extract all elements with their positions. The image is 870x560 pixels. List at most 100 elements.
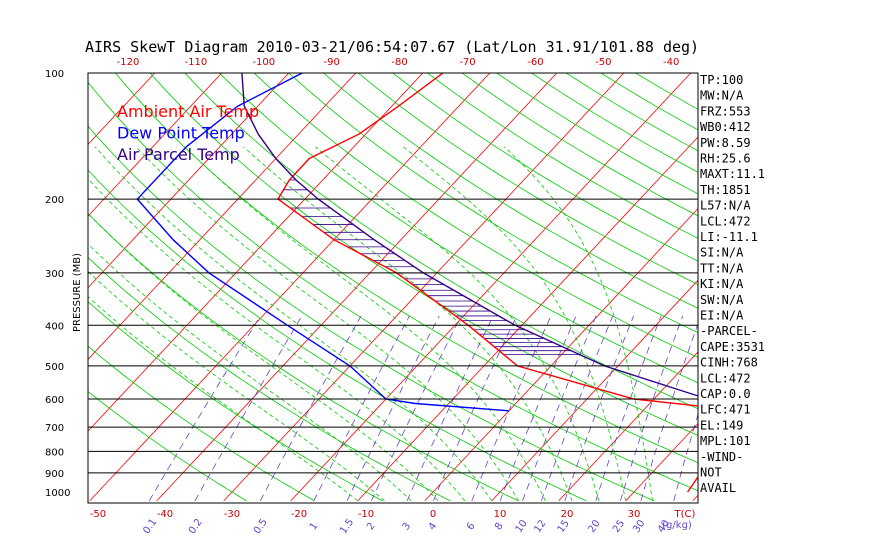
mixing-ratio-tick: 6 <box>465 521 478 533</box>
sidebar-index: MW:N/A <box>700 89 744 103</box>
mixing-ratio-tick: 2 <box>365 521 378 533</box>
dry-adiabat-line <box>392 73 698 262</box>
temp-unit-label: T(C) <box>674 509 696 520</box>
mixing-ratio-line <box>148 315 261 502</box>
bottom-temp-tick: 30 <box>628 509 641 520</box>
pressure-tick-label: 100 <box>45 69 64 80</box>
sidebar-index: LFC:471 <box>700 403 751 417</box>
top-temp-tick: -100 <box>252 57 275 68</box>
isotherm-line <box>88 73 156 145</box>
mixing-ratio-tick: 1.5 <box>338 517 356 536</box>
isotherm-line <box>0 54 39 501</box>
sidebar-index: TH:1851 <box>700 183 751 197</box>
dry-adiabat-line <box>253 73 698 358</box>
bottom-temp-tick: -10 <box>358 509 374 520</box>
mixing-ratio-line <box>194 315 303 502</box>
sidebar-index: CAPE:3531 <box>700 340 765 354</box>
isotherm-line <box>88 73 290 289</box>
y-axis-label: PRESSURE (MB) <box>72 253 83 332</box>
dry-adiabat-line <box>88 256 451 502</box>
legend: Ambient Air Temp Dew Point Temp Air Parcel… <box>117 102 259 164</box>
isotherm-line <box>88 73 357 360</box>
moist-adiabat-line <box>88 243 412 502</box>
sidebar-index: LCL:472 <box>700 214 751 228</box>
series-line-air-parcel-temp <box>241 73 698 397</box>
isotherm-line <box>88 73 424 432</box>
mixing-ratio-tick: 10 <box>514 518 530 535</box>
mixing-ratio-line <box>499 315 577 502</box>
moist-adiabat-line <box>88 212 439 502</box>
pressure-tick-label: 900 <box>45 469 64 480</box>
moist-adiabat-line <box>135 146 519 502</box>
isotherm-line <box>491 279 698 502</box>
mixing-ratio-tick: 3 <box>401 521 414 533</box>
bottom-temp-tick: 0 <box>430 509 436 520</box>
dry-adiabat-line <box>357 73 698 285</box>
top-temp-tick: -60 <box>527 57 543 68</box>
mixing-ratio-line <box>522 315 597 502</box>
dry-adiabat-line <box>88 301 383 502</box>
mixing-ratio-tick: 30 <box>631 518 647 535</box>
series-line-ambient-air-temp <box>277 73 698 493</box>
dry-adiabat-line <box>322 73 698 309</box>
mixing-ratio-line <box>541 315 614 502</box>
sidebar-index: SW:N/A <box>700 293 744 307</box>
isotherm-line <box>827 54 870 501</box>
dry-adiabat-line <box>288 73 698 334</box>
top-temp-tick: -40 <box>663 57 679 68</box>
mixing-ratio-tick: 1 <box>308 521 321 533</box>
top-temp-tick: -120 <box>117 57 140 68</box>
dry-adiabat-line <box>114 73 698 464</box>
sidebar-index: CINH:768 <box>700 356 758 370</box>
sidebar-index: LI:-11.1 <box>700 230 758 244</box>
sidebar-index: L57:N/A <box>700 199 751 213</box>
isotherm-line <box>558 351 698 502</box>
sidebar-index: SI:N/A <box>700 246 744 260</box>
pressure-tick-label: 700 <box>45 423 64 434</box>
mixing-ratio-line <box>595 315 662 502</box>
mixing-ratio-tick: 15 <box>556 518 572 535</box>
plot-frame <box>87 72 699 504</box>
mixing-ratio-line <box>259 315 362 502</box>
mixing-ratio-line <box>471 315 552 502</box>
top-temp-tick: -70 <box>459 57 475 68</box>
isotherm-line <box>625 422 698 502</box>
mixing-ratio-line <box>313 315 410 502</box>
top-temp-tick: -90 <box>324 57 340 68</box>
sidebar-index: PW:8.59 <box>700 136 751 150</box>
mixing-ratio-tick: 20 <box>586 518 602 535</box>
sidebar-index: EL:149 <box>700 418 743 432</box>
sidebar-index: -PARCEL- <box>700 324 758 338</box>
mixing-ratio-tick: 4 <box>427 521 440 533</box>
mixing-ratio-tick: 0.2 <box>187 517 205 536</box>
sidebar-index: EI:N/A <box>700 309 744 323</box>
dry-adiabat-line <box>88 169 587 502</box>
sidebar-index: WB0:412 <box>700 120 751 134</box>
isotherm-line <box>88 73 223 217</box>
mixing-ratio-line <box>640 322 698 502</box>
sidebar-index: FRZ:553 <box>700 104 751 118</box>
sidebar-index: MPL:101 <box>700 434 751 448</box>
pressure-tick-label: 300 <box>45 269 64 280</box>
sidebar-index: NOT <box>700 466 722 480</box>
pressure-tick-label: 600 <box>45 395 64 406</box>
sidebar-index: -WIND- <box>700 450 743 464</box>
axes: 1002003004005006007008009001000PRESSURE … <box>45 57 699 536</box>
dry-adiabat-line <box>88 125 655 502</box>
sidebar-index: CAP:0.0 <box>700 387 751 401</box>
pressure-tick-label: 1000 <box>45 488 70 499</box>
chart-title: AIRS SkewT Diagram 2010-03-21/06:54:07.6… <box>85 38 699 56</box>
pressure-tick-label: 200 <box>45 195 64 206</box>
bottom-temp-tick: -50 <box>90 509 106 520</box>
isotherm-line <box>223 73 625 502</box>
dry-adiabat-line <box>461 73 698 217</box>
pressure-tick-label: 400 <box>45 321 64 332</box>
bottom-temp-tick: -30 <box>224 509 240 520</box>
mixing-ratio-tick: 25 <box>611 518 627 535</box>
mixing-ratio-tick: 8 <box>493 521 506 533</box>
moist-adiabat-line <box>503 146 653 501</box>
moist-adiabat-line <box>402 146 627 501</box>
mixing-ratio-unit: (g/kg) <box>662 520 692 531</box>
pressure-tick-label: 500 <box>45 362 64 373</box>
